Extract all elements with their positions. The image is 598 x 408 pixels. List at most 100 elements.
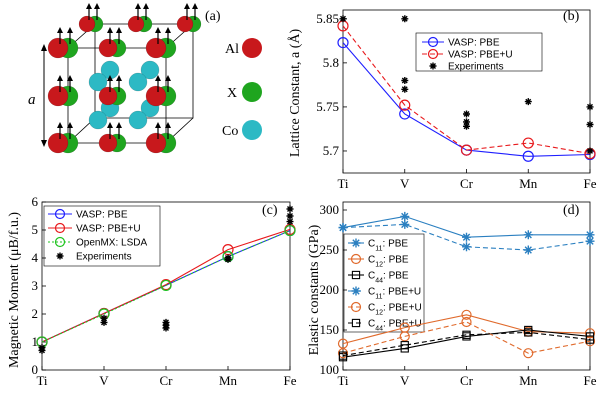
experiment-point (586, 121, 594, 128)
experiment-point (224, 255, 232, 263)
series-vasp-pbe-u-point (522, 137, 534, 149)
experiment-point (100, 314, 108, 322)
atom-al (47, 37, 69, 59)
y-tick-label: 5 (32, 222, 39, 237)
series-c11-pbe-u-point (462, 242, 471, 252)
series-c44-pbe-line (342, 329, 591, 358)
y-tick-label: 300 (320, 202, 340, 217)
panel-d-label: (d) (563, 203, 580, 218)
spin-arrow-head (116, 27, 122, 33)
spin-arrow-head (135, 3, 141, 9)
spin-arrow-head (107, 75, 113, 81)
experiment-point (38, 346, 46, 354)
lattice-arrow-head-bottom (41, 140, 47, 147)
experiment-point (286, 205, 294, 213)
spin-arrow-head (116, 122, 122, 128)
series-c11-pbe-point (462, 232, 471, 242)
series-openmx-lsda-point (284, 224, 296, 237)
atom-al (47, 132, 69, 154)
y-tick-label: 5.7 (323, 143, 340, 158)
series-vasp-pbe-point (399, 108, 411, 120)
y-tick-label: 150 (320, 322, 340, 337)
legend-openmx-lsda-marker (54, 236, 66, 248)
atom-co (88, 72, 108, 92)
panel-b-label: (b) (563, 9, 580, 24)
y-tick-label: 2 (32, 306, 39, 321)
x-tick-label-fe: Fe (584, 176, 597, 191)
species-co-label: Co (222, 124, 238, 139)
y-tick-label: 250 (320, 242, 340, 257)
co-swatch (242, 120, 262, 140)
experiment-point (162, 324, 170, 332)
legend-c11-pbe-u-marker (351, 286, 361, 296)
legend-vasp-pbe-u-text: VASP: PBE+U (76, 224, 141, 235)
spin-arrow-head (86, 3, 92, 9)
series-vasp-pbe-u-point (460, 144, 473, 156)
legend-c11-pbe-marker (351, 238, 361, 248)
series-c12-pbe-point (337, 338, 349, 349)
x-tick-label-cr: Cr (460, 176, 474, 191)
panel-c-legend: VASP: PBE VASP: PBE+U OpenMX: LSDA Experime… (43, 205, 161, 267)
x-tick-label-mn: Mn (519, 373, 538, 388)
legend-c12-pbe-u-marker (350, 301, 362, 313)
series-c44-pbe-u-point (338, 351, 348, 360)
x-tick-label-ti: Ti (337, 176, 348, 191)
y-tick-label: 0 (32, 362, 39, 377)
atom-co (88, 110, 108, 130)
experiment-point (286, 218, 294, 226)
spin-arrow-head (143, 3, 149, 9)
spin-arrow-head (165, 27, 171, 33)
series-c11-pbe-point (523, 230, 533, 240)
atom-co (140, 60, 160, 80)
lattice-constant-chart: (b) Lattice Constant, a (Å) VASP: PBEVAS… (287, 9, 597, 191)
experiment-point (524, 98, 532, 106)
x-tick-label-mn: Mn (519, 176, 538, 191)
experiment-point (463, 118, 470, 126)
y-tick-label: 3 (32, 278, 39, 293)
y-tick-label: 1 (32, 334, 39, 349)
spin-arrow-head (155, 122, 161, 128)
legend-c44-pbe-marker (351, 270, 361, 280)
legend-vasp-pbe-u-marker (54, 222, 66, 234)
species-al-label: Al (225, 42, 239, 57)
y-tick-label: 5.85 (316, 11, 339, 26)
series-c12-pbe-u-point (337, 348, 349, 359)
series-c12-pbe-point (584, 328, 596, 339)
series-vasp-pbe-u-point (399, 99, 411, 111)
experiment-point (586, 103, 594, 111)
series-c12-pbe-u-point (461, 316, 472, 328)
species-legend: Al X Co (222, 38, 262, 140)
atom-al (78, 15, 96, 33)
spin-arrow-head (67, 122, 73, 128)
x-swatch (242, 82, 262, 102)
series-c44-pbe-u-point (524, 328, 533, 337)
legend-vasp-pbe-u-text: VASP: PBE+U (448, 50, 513, 61)
experiment-point (586, 147, 594, 155)
panel-d-y-axis-label: Elastic constants (GPa) (307, 224, 322, 355)
legend-vasp-pbe-marker (54, 208, 66, 220)
series-vasp-pbe-u-line (342, 25, 591, 155)
spin-arrow-head (94, 3, 100, 9)
al-swatch (242, 38, 262, 58)
series-c44-pbe-u-line (342, 331, 591, 357)
panel-c-label: (c) (262, 203, 278, 218)
spin-arrow-head (107, 122, 113, 128)
legend-experiments-text: Experiments (76, 252, 132, 263)
experiment-point (463, 122, 470, 130)
spin-arrow-head (67, 75, 73, 81)
x-tick-label-ti: Ti (337, 373, 348, 388)
series-c44-pbe-u-point (462, 330, 471, 339)
spin-arrow-head (184, 3, 190, 9)
atom-al (145, 85, 167, 107)
spin-arrow-head (155, 75, 161, 81)
series-c44-pbe-u-point (400, 341, 409, 350)
legend-vasp-pbe-marker (427, 36, 439, 48)
panel-a-label: (a) (205, 9, 221, 24)
atom-al (145, 37, 167, 59)
y-tick-label: 4 (32, 250, 39, 265)
spin-arrow-head (165, 75, 171, 81)
spin-arrow-head (116, 75, 122, 81)
x-tick-label-v: V (400, 373, 410, 388)
series-vasp-pbe-point (337, 36, 349, 49)
